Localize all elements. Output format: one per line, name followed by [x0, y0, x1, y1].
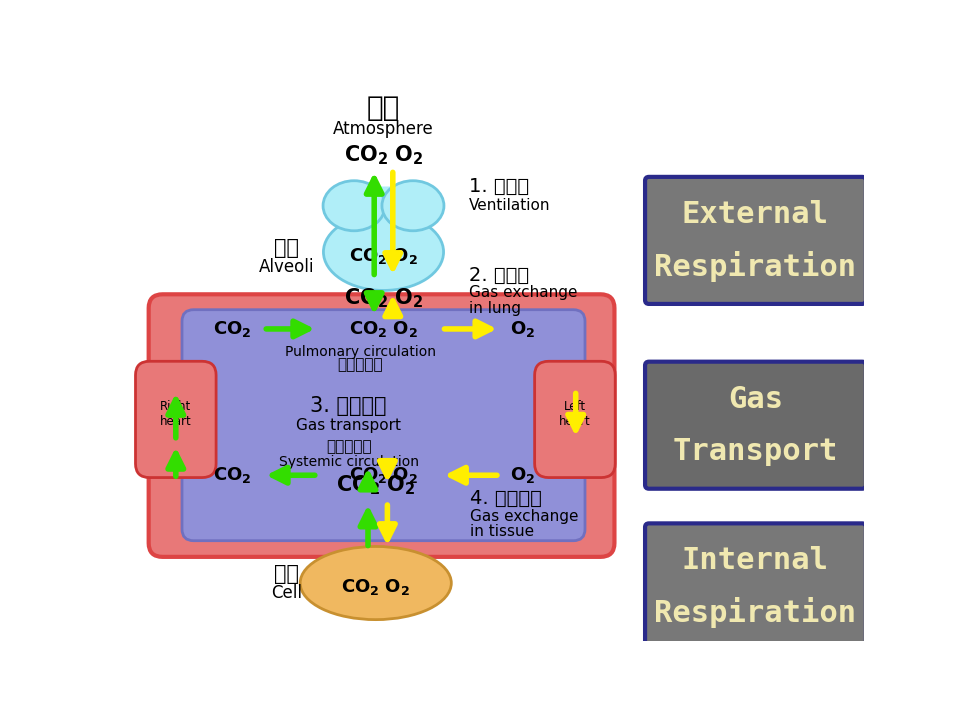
- Text: in tissue: in tissue: [470, 524, 535, 539]
- FancyBboxPatch shape: [645, 523, 866, 650]
- Text: $\mathregular{CO_2\ O_2}$: $\mathregular{CO_2\ O_2}$: [344, 144, 423, 168]
- Text: 2. 肺换气: 2. 肺换气: [468, 266, 529, 284]
- FancyBboxPatch shape: [135, 361, 216, 477]
- Text: 4. 组织换气: 4. 组织换气: [470, 489, 542, 508]
- Text: Gas exchange: Gas exchange: [470, 508, 579, 523]
- Text: Cell: Cell: [271, 584, 302, 602]
- FancyBboxPatch shape: [645, 361, 866, 489]
- Text: 3. 气体运输: 3. 气体运输: [310, 396, 387, 416]
- Text: （肺循环）: （肺循环）: [337, 358, 383, 373]
- Text: Right
heart: Right heart: [160, 400, 192, 428]
- FancyBboxPatch shape: [535, 361, 615, 477]
- Text: Gas exchange: Gas exchange: [468, 285, 577, 300]
- Ellipse shape: [382, 181, 444, 231]
- Text: Atmosphere: Atmosphere: [333, 120, 434, 138]
- FancyBboxPatch shape: [149, 294, 614, 557]
- Text: $\mathregular{CO_2\ O_2}$: $\mathregular{CO_2\ O_2}$: [344, 287, 423, 310]
- Text: （体循环）: （体循环）: [325, 439, 372, 454]
- FancyBboxPatch shape: [182, 310, 585, 541]
- Text: $\mathregular{CO_2\ O_2}$: $\mathregular{CO_2\ O_2}$: [349, 465, 418, 485]
- Text: Ventilation: Ventilation: [468, 198, 550, 213]
- Text: $\mathregular{CO_2\ O_2}$: $\mathregular{CO_2\ O_2}$: [336, 474, 416, 497]
- Text: $\mathregular{O_2}$: $\mathregular{O_2}$: [511, 319, 536, 339]
- Text: $\mathregular{CO_2\ O_2}$: $\mathregular{CO_2\ O_2}$: [349, 319, 418, 339]
- Text: $\mathregular{CO_2\ O_2}$: $\mathregular{CO_2\ O_2}$: [349, 246, 418, 266]
- Text: 细胞: 细胞: [275, 564, 300, 584]
- Text: Systemic circulation: Systemic circulation: [278, 455, 419, 469]
- Text: Respiration: Respiration: [655, 598, 856, 629]
- Ellipse shape: [300, 546, 451, 620]
- Text: Gas transport: Gas transport: [296, 418, 401, 433]
- Text: Transport: Transport: [673, 437, 838, 466]
- Text: $\mathregular{O_2}$: $\mathregular{O_2}$: [511, 465, 536, 485]
- Text: Pulmonary circulation: Pulmonary circulation: [285, 345, 436, 359]
- Ellipse shape: [324, 213, 444, 290]
- Text: $\mathregular{CO_2}$: $\mathregular{CO_2}$: [213, 465, 252, 485]
- Text: 肺泡: 肺泡: [275, 238, 300, 258]
- Ellipse shape: [324, 181, 385, 231]
- Text: External: External: [682, 200, 829, 229]
- Text: Respiration: Respiration: [655, 251, 856, 282]
- Text: in lung: in lung: [468, 301, 520, 315]
- Text: Internal: Internal: [682, 546, 829, 575]
- Text: $\mathregular{CO_2}$: $\mathregular{CO_2}$: [213, 319, 252, 339]
- Text: $\mathregular{CO_2\ O_2}$: $\mathregular{CO_2\ O_2}$: [341, 577, 410, 597]
- Text: 大气: 大气: [367, 94, 400, 122]
- FancyBboxPatch shape: [356, 186, 411, 240]
- Text: Left
heart: Left heart: [559, 400, 590, 428]
- FancyBboxPatch shape: [645, 177, 866, 304]
- Text: Gas: Gas: [728, 384, 783, 414]
- Text: Alveoli: Alveoli: [259, 258, 314, 276]
- Text: 1. 肺通气: 1. 肺通气: [468, 177, 529, 196]
